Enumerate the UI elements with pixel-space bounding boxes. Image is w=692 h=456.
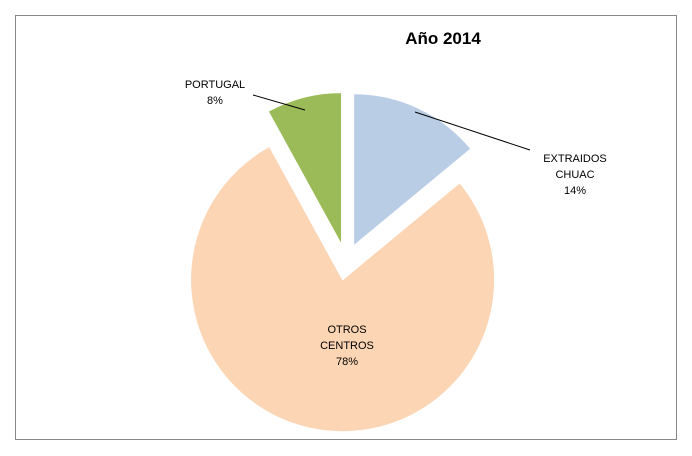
- slice-label: EXTRAIDOS CHUAC: [543, 153, 607, 181]
- slice-label: OTROS CENTROS: [320, 324, 374, 352]
- slice-value-label: 8%: [207, 95, 223, 107]
- slice-value-label: 78%: [336, 356, 358, 368]
- slice-label: PORTUGAL: [185, 79, 245, 91]
- slice-value-label: 14%: [564, 185, 586, 197]
- leader-line: [414, 111, 531, 151]
- label-line: CHUAC: [555, 169, 594, 181]
- pie-slice: [267, 92, 343, 245]
- label-line: CENTROS: [320, 340, 374, 352]
- label-line: PORTUGAL: [185, 79, 245, 91]
- chart-title: Año 2014: [405, 29, 481, 48]
- pie-slice: [190, 145, 496, 433]
- leader-line: [252, 94, 306, 111]
- label-line: EXTRAIDOS: [543, 153, 607, 165]
- pie-slice: [353, 93, 472, 247]
- label-line: OTROS: [327, 324, 366, 336]
